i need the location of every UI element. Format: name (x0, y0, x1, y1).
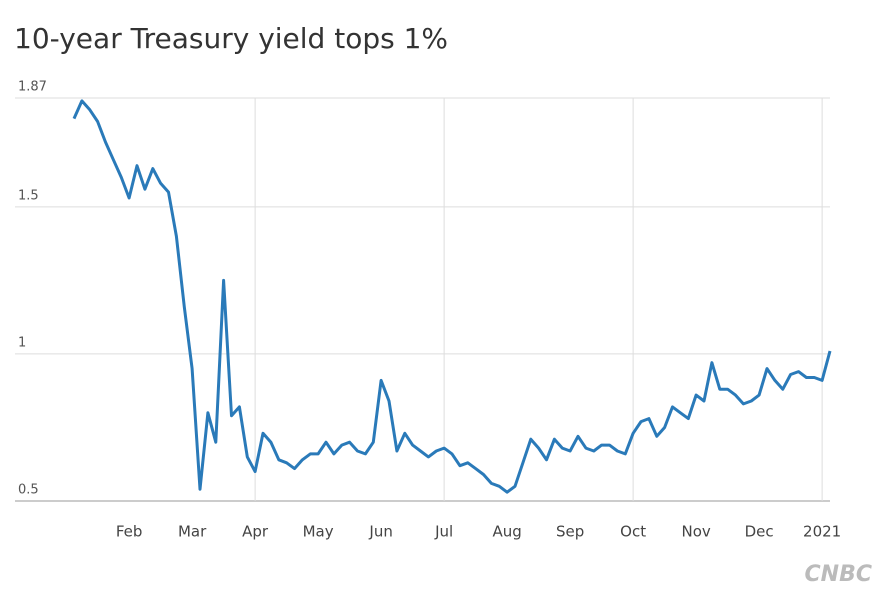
y-tick-label: 1.5 (18, 188, 39, 203)
x-tick-label: Nov (681, 523, 710, 541)
x-tick-label: Dec (745, 523, 774, 541)
logo: CNBC (805, 562, 872, 585)
x-tick-label: Apr (242, 523, 269, 541)
y-tick-label: 1.87 (18, 80, 47, 95)
x-tick-label: Aug (492, 523, 521, 541)
x-tick-label: Feb (116, 523, 143, 541)
line-series (72, 99, 832, 494)
x-tick-label: May (303, 523, 334, 541)
chart-title: 10-year Treasury yield tops 1% (14, 22, 448, 55)
x-tick-label: 2021 (803, 523, 841, 541)
y-tick-label: 0.5 (18, 483, 39, 498)
y-tick-label: 1 (18, 335, 26, 350)
x-tick-label: Sep (556, 523, 584, 541)
x-tick-label: Jun (368, 523, 392, 541)
x-tick-label: Jul (434, 523, 453, 541)
x-tick-label: Oct (620, 523, 646, 541)
x-tick-label: Mar (178, 523, 207, 541)
